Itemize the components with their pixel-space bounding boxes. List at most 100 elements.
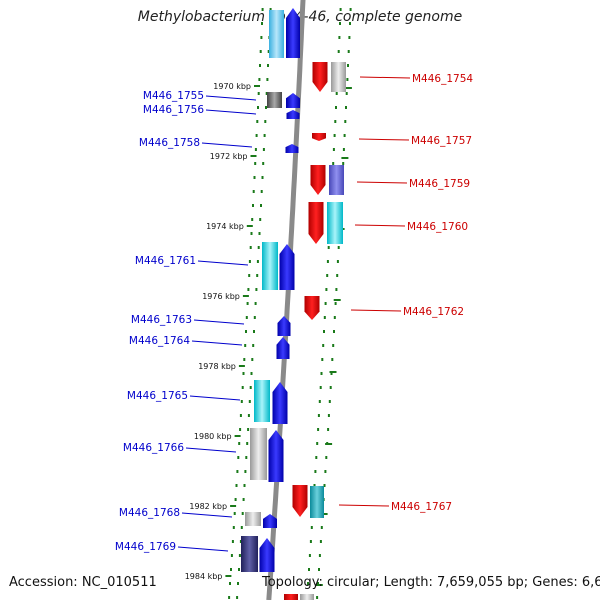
- track-tick: [335, 106, 337, 109]
- feature-block: [327, 202, 343, 244]
- track-tick: [248, 260, 251, 263]
- gene-leader-line: [177, 546, 229, 552]
- track-tick: [335, 288, 338, 291]
- gene-label-reverse: M446_1757: [411, 135, 472, 147]
- track-tick: [244, 344, 247, 347]
- track-tick: [347, 50, 350, 53]
- feature-block: [262, 242, 278, 290]
- track-tick: [326, 274, 329, 277]
- track-tick: [337, 246, 340, 249]
- track-tick: [245, 316, 248, 319]
- track-tick: [328, 400, 331, 403]
- kbp-tick-right: [344, 87, 352, 89]
- track-tick: [261, 8, 264, 11]
- track-tick: [240, 526, 243, 529]
- gene-arrow: [268, 430, 284, 482]
- track-tick: [323, 330, 325, 333]
- track-tick: [324, 302, 327, 305]
- track-tick: [325, 456, 328, 459]
- kbp-tick-right: [325, 443, 333, 445]
- kbp-tick: [250, 155, 257, 157]
- gene-label-forward: M446_1761: [135, 255, 196, 267]
- gene-label-reverse: M446_1759: [409, 178, 470, 190]
- track-tick: [313, 484, 316, 487]
- kbp-label: 1980 kbp: [194, 432, 232, 441]
- gene-arrow: [259, 538, 275, 572]
- track-tick: [247, 414, 250, 417]
- track-tick: [347, 64, 349, 67]
- track-tick: [307, 582, 309, 585]
- track-tick: [334, 120, 337, 123]
- track-tick: [334, 302, 337, 305]
- track-tick: [243, 358, 246, 361]
- kbp-label: 1982 kbp: [189, 502, 227, 511]
- track-tick: [325, 288, 328, 291]
- track-tick: [343, 134, 346, 137]
- track-tick: [256, 260, 259, 263]
- gene-leader-line: [193, 319, 245, 325]
- kbp-tick-right: [320, 513, 328, 515]
- kbp-tick: [246, 225, 253, 227]
- track-tick: [344, 120, 347, 123]
- track-tick: [231, 540, 234, 543]
- track-tick: [327, 414, 330, 417]
- track-tick: [244, 470, 247, 473]
- track-tick: [323, 484, 326, 487]
- gene-leader-line: [189, 395, 241, 401]
- gene-arrow: [279, 244, 295, 290]
- track-tick: [269, 8, 272, 11]
- gene-label-forward: M446_1758: [139, 137, 200, 149]
- track-tick: [249, 386, 252, 389]
- kbp-tick: [242, 295, 249, 297]
- track-tick: [242, 498, 245, 501]
- track-tick: [254, 302, 257, 305]
- track-tick: [263, 134, 266, 137]
- gene-label-forward: M446_1769: [115, 541, 176, 553]
- track-tick: [251, 218, 254, 221]
- track-tick: [247, 288, 250, 291]
- gene-leader-line: [205, 109, 257, 115]
- feature-block: [331, 62, 346, 92]
- track-tick: [250, 372, 253, 375]
- gene-arrow: [312, 62, 328, 92]
- kbp-label: 1978 kbp: [198, 362, 236, 371]
- feature-block: [254, 380, 270, 422]
- track-tick: [261, 22, 263, 25]
- track-tick: [264, 120, 267, 123]
- track-tick: [330, 372, 333, 375]
- track-tick: [234, 498, 237, 501]
- track-tick: [332, 162, 335, 165]
- track-tick: [333, 134, 336, 137]
- accession-text: Accession: NC_010511: [9, 575, 157, 590]
- gene-label-reverse: M446_1754: [412, 73, 473, 85]
- gene-label-forward: M446_1766: [123, 442, 184, 454]
- gene-arrow: [308, 202, 324, 244]
- track-tick: [323, 316, 326, 319]
- track-tick: [345, 106, 347, 109]
- track-tick: [257, 106, 259, 109]
- gene-label-forward: M446_1755: [143, 90, 204, 102]
- track-tick: [318, 568, 320, 571]
- track-tick: [230, 568, 232, 571]
- track-tick: [339, 22, 341, 25]
- feature-block: [310, 486, 324, 518]
- track-tick: [239, 428, 242, 431]
- track-tick: [310, 526, 313, 529]
- gene-leader-line: [354, 224, 406, 227]
- track-tick: [349, 22, 351, 25]
- track-tick: [238, 442, 241, 445]
- track-tick: [255, 288, 258, 291]
- gene-label-forward: M446_1763: [131, 314, 192, 326]
- gene-leader-line: [350, 309, 402, 312]
- gene-label-forward: M446_1764: [129, 335, 190, 347]
- gene-label-forward: M446_1765: [127, 390, 188, 402]
- gene-leader-line: [358, 138, 410, 141]
- track-tick: [317, 582, 319, 585]
- kbp-label: 1974 kbp: [206, 222, 244, 231]
- kbp-tick-right: [329, 371, 337, 373]
- track-tick: [253, 176, 256, 179]
- track-tick: [249, 246, 252, 249]
- gene-leader-line: [356, 181, 408, 184]
- track-tick: [251, 358, 254, 361]
- gene-label-forward: M446_1756: [143, 104, 204, 116]
